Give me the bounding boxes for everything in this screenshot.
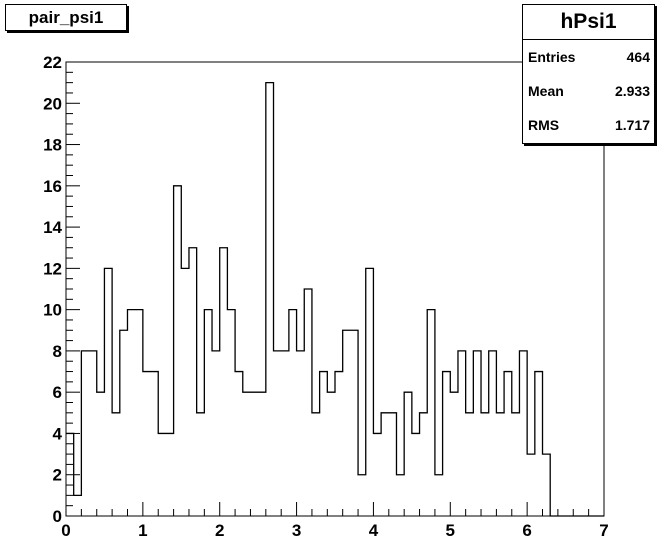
- stats-mean-value: 2.933: [614, 83, 650, 99]
- y-tick-label: 8: [53, 342, 62, 361]
- stats-rms-value: 1.717: [614, 117, 650, 133]
- stats-row-entries: Entries 464: [523, 40, 654, 74]
- stats-row-mean: Mean 2.933: [523, 74, 654, 108]
- y-tick-label: 14: [43, 218, 62, 237]
- histogram-title: pair_psi1: [5, 4, 127, 31]
- x-tick-label: 7: [599, 521, 608, 540]
- stats-box: hPsi1 Entries 464 Mean 2.933 RMS 1.717: [522, 4, 655, 144]
- x-tick-label: 5: [446, 521, 455, 540]
- stats-rms-label: RMS: [528, 117, 560, 133]
- stats-entries-label: Entries: [528, 49, 576, 65]
- x-tick-label: 3: [292, 521, 301, 540]
- stats-entries-value: 464: [626, 49, 650, 65]
- y-tick-label: 12: [43, 259, 62, 278]
- y-tick-label: 22: [43, 53, 62, 72]
- stats-row-rms: RMS 1.717: [523, 108, 654, 142]
- stats-histogram-name: hPsi1: [523, 5, 654, 40]
- x-tick-label: 4: [369, 521, 379, 540]
- y-tick-label: 0: [53, 507, 62, 526]
- x-tick-label: 6: [522, 521, 531, 540]
- y-tick-label: 6: [53, 383, 62, 402]
- y-tick-label: 16: [43, 177, 62, 196]
- x-tick-label: 2: [215, 521, 224, 540]
- x-tick-label: 0: [61, 521, 70, 540]
- y-tick-label: 2: [53, 466, 62, 485]
- stats-mean-label: Mean: [528, 83, 564, 99]
- y-tick-label: 20: [43, 94, 62, 113]
- x-tick-label: 1: [138, 521, 147, 540]
- y-tick-label: 10: [43, 301, 62, 320]
- y-tick-label: 18: [43, 136, 62, 155]
- histogram-outline: [66, 81, 604, 517]
- y-tick-label: 4: [53, 424, 63, 443]
